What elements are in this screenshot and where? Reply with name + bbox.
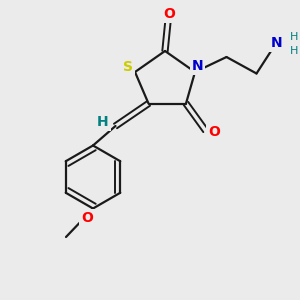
Text: O: O [208, 125, 220, 139]
Text: H: H [290, 32, 298, 43]
Text: H: H [290, 46, 298, 56]
Text: O: O [164, 8, 175, 21]
Text: S: S [123, 60, 134, 74]
Text: N: N [271, 36, 282, 50]
Text: O: O [81, 211, 93, 225]
Text: H: H [97, 116, 109, 129]
Text: N: N [192, 59, 203, 73]
